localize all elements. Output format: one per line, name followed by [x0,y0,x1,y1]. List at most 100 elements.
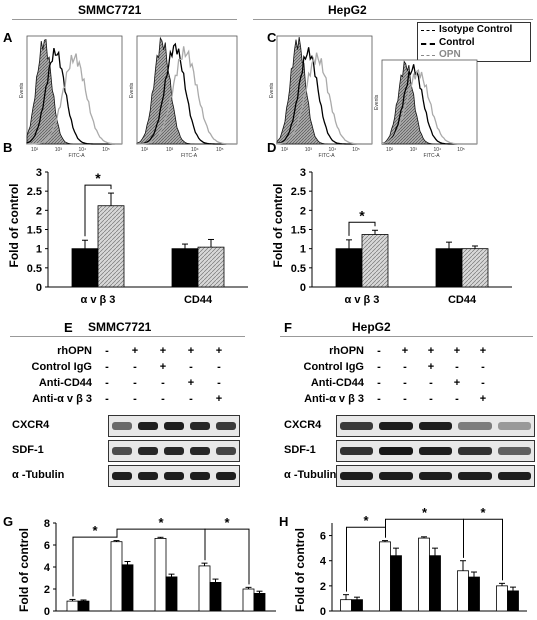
blot-band [112,447,132,455]
opn-histogram [276,52,372,145]
blot-treatment-sign: - [481,377,485,389]
blot-band [418,422,453,430]
blot-band [379,447,413,455]
significance-bracket: * [84,170,112,237]
blot-row-label: rhOPN [57,345,92,357]
significance-star: * [359,207,365,223]
legend-swatch [421,30,435,31]
significance-star: * [422,505,428,520]
histogram-tick-label: 10² [386,147,394,153]
blot-treatment-sign: + [453,345,461,357]
blot-membrane [336,465,535,487]
legend-label: Isotype Control [439,24,513,35]
bar [66,600,79,612]
control-histogram [26,47,122,145]
histogram-tick-label: 10⁵ [102,147,110,153]
histogram-y-label: Events [19,82,25,98]
blot-membrane [108,415,240,437]
opn-histogram [381,69,478,145]
blot-e-title: SMMC7721 [88,320,152,334]
bracket-line [84,184,112,237]
significance-bracket: * [463,505,503,581]
blot-treatment-sign: + [401,345,409,357]
bar [154,537,167,612]
y-tick-label: 2 [44,584,50,596]
blot-treatment-sign: - [455,393,459,405]
control-histogram [136,42,237,145]
blot-treatment-sign: - [377,345,381,357]
bar [496,585,508,612]
blot-treatment-sign: - [189,393,193,405]
legend-item: OPN [421,49,527,61]
blot-treatment-sign: - [105,393,109,405]
y-tick-label: 2 [320,581,326,593]
blot-band-label: SDF-1 [284,444,316,456]
blot-treatment-sign: - [377,361,381,373]
blot-membrane [108,465,240,487]
bar-chart-D: 0 0.5 1 1.5 2 2.5 3 α v β 3 CD44 * [291,167,512,306]
blot-treatment-sign: + [131,345,139,357]
histogram-tick-label: 10⁵ [457,147,465,153]
blot-row-label: Control IgG [31,361,93,373]
blot-band-label: CXCR4 [284,419,322,431]
bar [457,570,469,612]
y-axis-title: Fold of control [7,184,21,268]
bar [209,582,222,612]
bar [165,576,178,612]
blot-row-label: rhOPN [329,345,364,357]
y-tick-label: 0.5 [291,263,306,275]
bar [418,537,430,612]
histogram-tick-label: 10³ [166,147,174,153]
panel-label-h: H [279,514,289,529]
bar [71,248,99,288]
bar [253,593,266,612]
histogram-tick-label: 10⁴ [329,147,337,153]
significance-bracket: * [348,207,376,236]
blot-band [458,472,492,480]
bar-charts-b-d: 0 0.5 1 1.5 2 2.5 3 α v β 3 CD44 * Fold of control… [7,167,512,306]
bar-chart-H: 0 2 4 6 * * * [320,505,527,618]
blot-treatment-sign: - [217,377,221,389]
y-tick-label: 4 [320,556,327,568]
histogram-tick-label: 10⁴ [191,147,199,153]
blot-band [138,447,158,455]
blot-band [190,422,210,430]
blot-treatment-sign: - [189,361,193,373]
y-tick-label: 2.5 [291,186,306,198]
blot-treatment-sign: + [187,345,195,357]
blot-treatment-sign: - [133,393,137,405]
blot-treatment-sign: + [159,345,167,357]
histogram-plot: 10² 10³ 10⁴ 10⁵ FITC-A Events [129,35,238,159]
flow-cytometry-histograms: 10² 10³ 10⁴ 10⁵ FITC-A Events 10² 10³ 10⁴ 10⁵ FITC… [19,35,478,159]
cell-line-title-left: SMMC7721 [78,3,142,17]
blot-band [216,472,236,480]
blot-treatment-sign: - [217,361,221,373]
legend-swatch [421,55,435,56]
blot-band [379,472,413,480]
y-tick-label: 2 [36,205,42,217]
y-tick-label: 8 [44,518,50,530]
blot-band-label: CXCR4 [12,419,50,431]
blot-treatment-sign: + [453,377,461,389]
significance-star: * [95,170,101,186]
blot-treatment-sign: - [455,361,459,373]
histogram-plot: 10² 10³ 10⁴ 10⁵ FITC-A Events [269,35,373,159]
panel-label-b: B [3,140,13,155]
blot-treatment-sign: - [377,393,381,405]
significance-star: * [480,505,486,520]
blot-treatment-sign: + [427,361,435,373]
blot-treatment-sign: + [427,345,435,357]
blot-row-label: Anti-α v β 3 [304,393,364,405]
blot-f-divider [280,336,533,337]
blot-e-divider [10,336,245,337]
bar [335,248,363,288]
histogram-tick-label: 10² [141,147,149,153]
panel-label-d: D [267,140,277,155]
blot-treatment-sign: - [105,345,109,357]
bar [198,565,211,612]
bar [429,555,441,612]
y-tick-label: 2 [300,205,306,217]
histogram-tick-label: 10³ [55,147,63,153]
blot-band [340,447,374,455]
blot-treatment-sign: + [479,393,487,405]
